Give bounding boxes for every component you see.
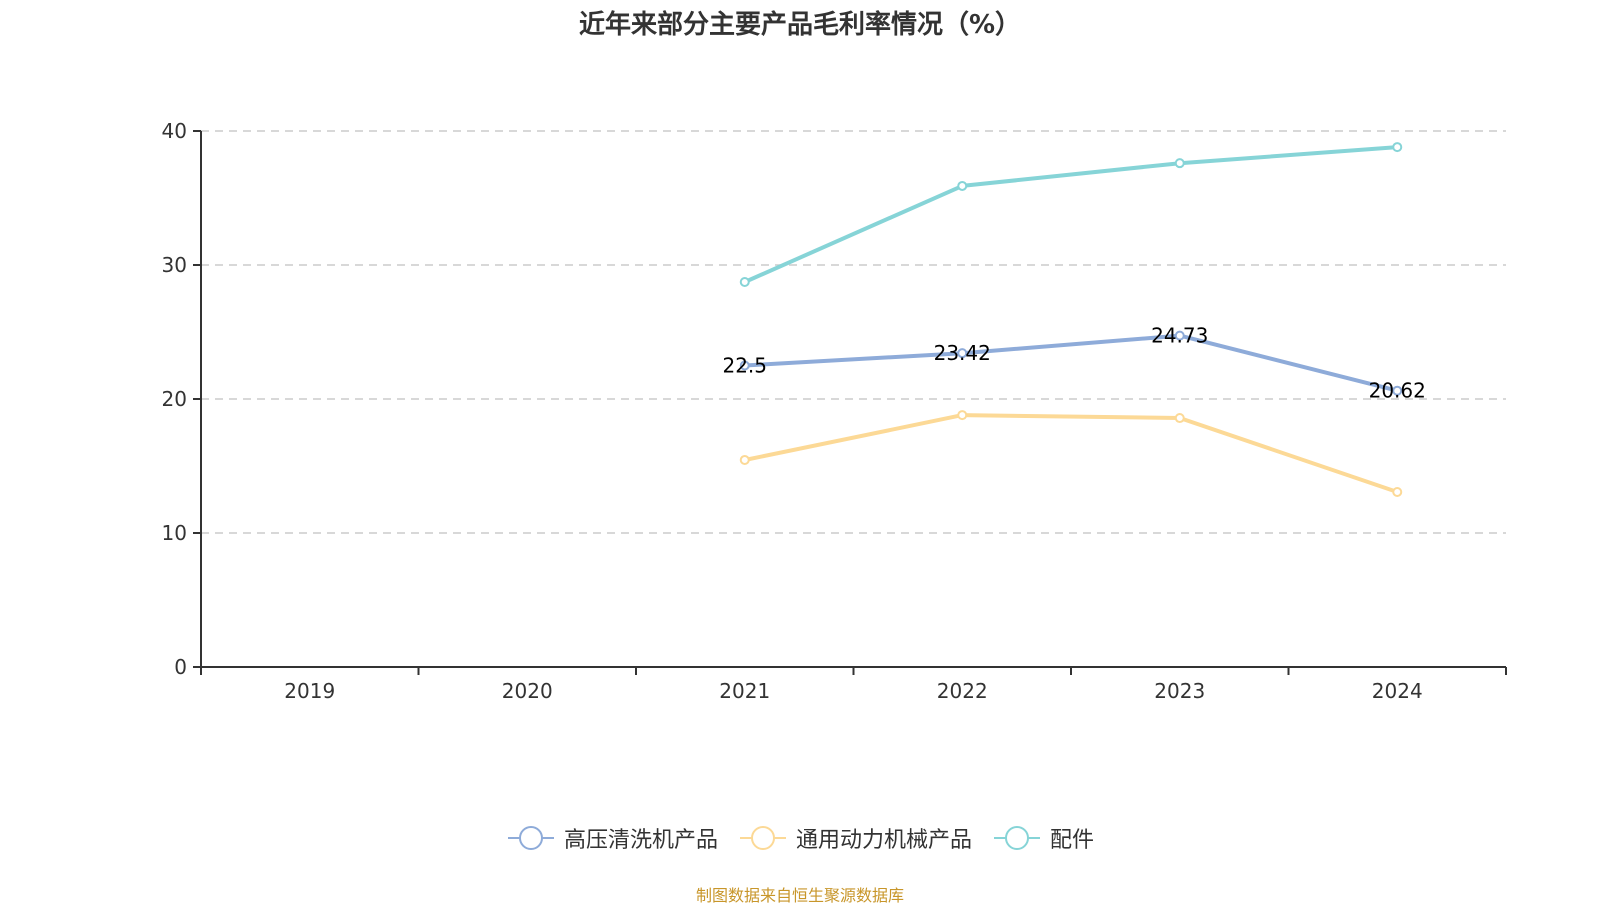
- legend-label: 配件: [1050, 828, 1095, 853]
- chart-title: 近年来部分主要产品毛利率情况（%）: [578, 10, 1022, 40]
- data-labels: 22.5 23.42 24.73 20.62: [722, 324, 1425, 403]
- legend-item[interactable]: 高压清洗机产品: [506, 822, 718, 854]
- legend-item[interactable]: 配件: [992, 822, 1094, 854]
- y-tick-label: 40: [162, 119, 187, 143]
- series-line-2: [743, 145, 1398, 284]
- y-tick-label: 0: [174, 655, 187, 679]
- data-label: 22.5: [722, 354, 767, 378]
- legend-label: 通用动力机械产品: [795, 828, 972, 853]
- series-line-0: [744, 333, 1398, 393]
- grid-lines: [201, 130, 1506, 534]
- x-tick-label: 2022: [937, 679, 988, 703]
- source-note: 制图数据来自恒生聚源数据库: [695, 886, 904, 905]
- data-point: [1174, 158, 1185, 169]
- x-tick-label: 2021: [719, 679, 770, 703]
- y-tick-label: 20: [162, 387, 187, 411]
- data-point: [1174, 413, 1185, 424]
- legend-marker-icon: [739, 826, 786, 850]
- data-point: [957, 180, 968, 191]
- data-point: [739, 277, 750, 288]
- data-point: [1392, 385, 1403, 396]
- legend: 高压清洗机产品 通用动力机械产品 配件: [0, 822, 1600, 854]
- data-label: 20.62: [1369, 379, 1426, 403]
- data-label: 24.73: [1151, 324, 1208, 348]
- data-label: 23.42: [934, 341, 991, 365]
- data-point: [957, 410, 968, 421]
- series: [739, 142, 1403, 497]
- legend-marker-icon: [994, 826, 1040, 850]
- y-tick-label: 10: [162, 521, 187, 545]
- x-tick-label: 2019: [284, 679, 335, 703]
- legend-marker-icon: [507, 826, 554, 850]
- data-point: [1174, 330, 1185, 341]
- axes: 0 10 20 30 40 2019 2020 2021 2022 2023 2024: [162, 119, 1507, 703]
- data-point: [739, 360, 750, 371]
- data-point: [1392, 142, 1403, 153]
- data-point: [957, 348, 968, 359]
- legend-item[interactable]: 通用动力机械产品: [738, 822, 972, 854]
- data-point: [739, 454, 750, 465]
- data-point: [1392, 486, 1403, 497]
- x-tick-label: 2020: [502, 679, 553, 703]
- legend-label: 高压清洗机产品: [563, 828, 718, 853]
- x-tick-label: 2023: [1154, 679, 1205, 703]
- y-tick-label: 30: [162, 253, 187, 277]
- x-tick-label: 2024: [1372, 679, 1423, 703]
- series-line-1: [744, 413, 1398, 494]
